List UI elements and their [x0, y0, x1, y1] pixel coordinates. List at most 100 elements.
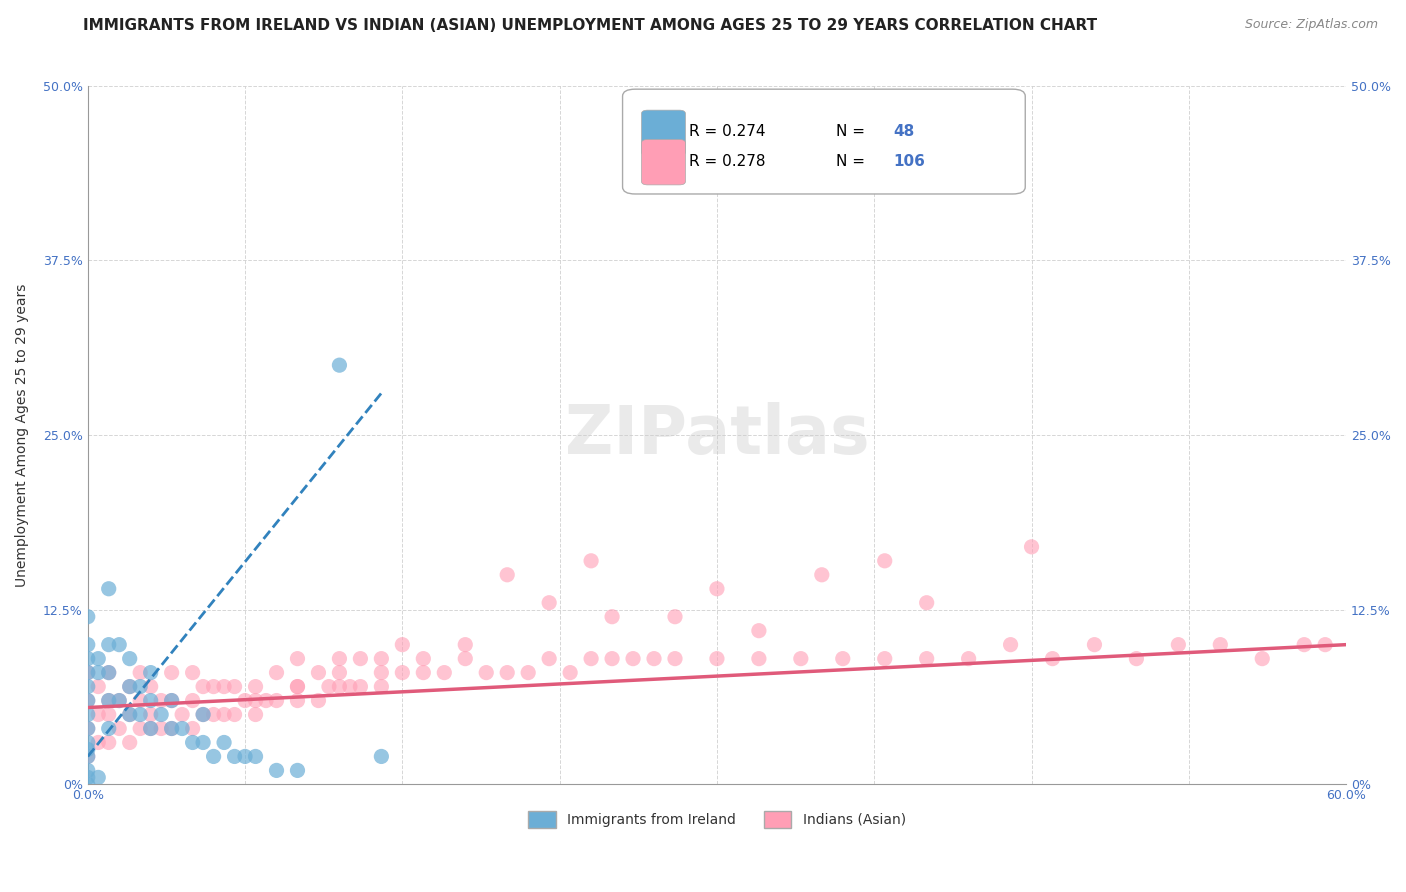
- Point: [108, 693, 131, 707]
- Point: [118, 707, 141, 722]
- Point: [748, 651, 770, 665]
- Text: Source: ZipAtlas.com: Source: ZipAtlas.com: [1244, 18, 1378, 31]
- Point: [160, 665, 183, 680]
- Point: [76, 777, 98, 791]
- Point: [160, 722, 183, 736]
- Point: [957, 651, 980, 665]
- Point: [76, 638, 98, 652]
- Point: [266, 665, 288, 680]
- Point: [328, 680, 350, 694]
- Point: [76, 693, 98, 707]
- Point: [558, 665, 581, 680]
- Point: [118, 680, 141, 694]
- Point: [108, 693, 131, 707]
- Point: [307, 693, 329, 707]
- Point: [76, 651, 98, 665]
- Point: [245, 707, 267, 722]
- Point: [181, 735, 204, 749]
- Point: [600, 609, 623, 624]
- Text: R = 0.274: R = 0.274: [689, 124, 766, 138]
- Point: [433, 665, 456, 680]
- Point: [150, 693, 173, 707]
- Point: [831, 651, 853, 665]
- Text: R = 0.278: R = 0.278: [689, 153, 766, 169]
- Point: [748, 624, 770, 638]
- Point: [224, 680, 246, 694]
- Point: [87, 680, 110, 694]
- Point: [233, 749, 256, 764]
- Point: [76, 722, 98, 736]
- Point: [318, 680, 340, 694]
- Point: [118, 707, 141, 722]
- Point: [139, 722, 162, 736]
- Point: [181, 665, 204, 680]
- Point: [118, 680, 141, 694]
- Point: [129, 665, 152, 680]
- Point: [97, 582, 120, 596]
- Point: [790, 651, 813, 665]
- Point: [370, 651, 392, 665]
- Point: [339, 680, 361, 694]
- Point: [129, 680, 152, 694]
- Point: [266, 764, 288, 778]
- Point: [328, 665, 350, 680]
- Point: [664, 651, 686, 665]
- Point: [664, 609, 686, 624]
- Point: [76, 665, 98, 680]
- Point: [202, 749, 225, 764]
- Point: [191, 735, 214, 749]
- Point: [915, 596, 938, 610]
- Point: [1167, 638, 1189, 652]
- Point: [1251, 651, 1274, 665]
- Point: [224, 707, 246, 722]
- Point: [160, 693, 183, 707]
- Point: [97, 638, 120, 652]
- Point: [496, 567, 519, 582]
- Point: [76, 749, 98, 764]
- Point: [412, 665, 434, 680]
- Point: [600, 651, 623, 665]
- Point: [191, 707, 214, 722]
- Point: [129, 707, 152, 722]
- Point: [496, 665, 519, 680]
- Point: [349, 651, 371, 665]
- Point: [129, 693, 152, 707]
- Point: [538, 651, 561, 665]
- Point: [87, 771, 110, 785]
- Point: [76, 742, 98, 756]
- Point: [1000, 638, 1022, 652]
- Point: [233, 693, 256, 707]
- Point: [87, 707, 110, 722]
- Point: [212, 707, 235, 722]
- Point: [811, 567, 834, 582]
- Point: [266, 693, 288, 707]
- FancyBboxPatch shape: [641, 110, 686, 155]
- Point: [643, 651, 665, 665]
- FancyBboxPatch shape: [623, 89, 1025, 194]
- Point: [287, 680, 309, 694]
- Point: [97, 665, 120, 680]
- Point: [621, 651, 644, 665]
- Point: [1294, 638, 1316, 652]
- Y-axis label: Unemployment Among Ages 25 to 29 years: Unemployment Among Ages 25 to 29 years: [15, 284, 30, 587]
- Text: 48: 48: [893, 124, 914, 138]
- Point: [172, 722, 194, 736]
- Point: [202, 680, 225, 694]
- Point: [76, 771, 98, 785]
- Point: [118, 735, 141, 749]
- Point: [287, 693, 309, 707]
- Text: ZIPatlas: ZIPatlas: [565, 402, 869, 468]
- Point: [307, 665, 329, 680]
- Point: [1209, 638, 1232, 652]
- FancyBboxPatch shape: [641, 139, 686, 185]
- Point: [76, 749, 98, 764]
- Point: [139, 680, 162, 694]
- Point: [129, 722, 152, 736]
- Point: [160, 722, 183, 736]
- Point: [328, 651, 350, 665]
- Point: [76, 764, 98, 778]
- Point: [224, 749, 246, 764]
- Point: [97, 693, 120, 707]
- Point: [517, 665, 540, 680]
- Point: [76, 707, 98, 722]
